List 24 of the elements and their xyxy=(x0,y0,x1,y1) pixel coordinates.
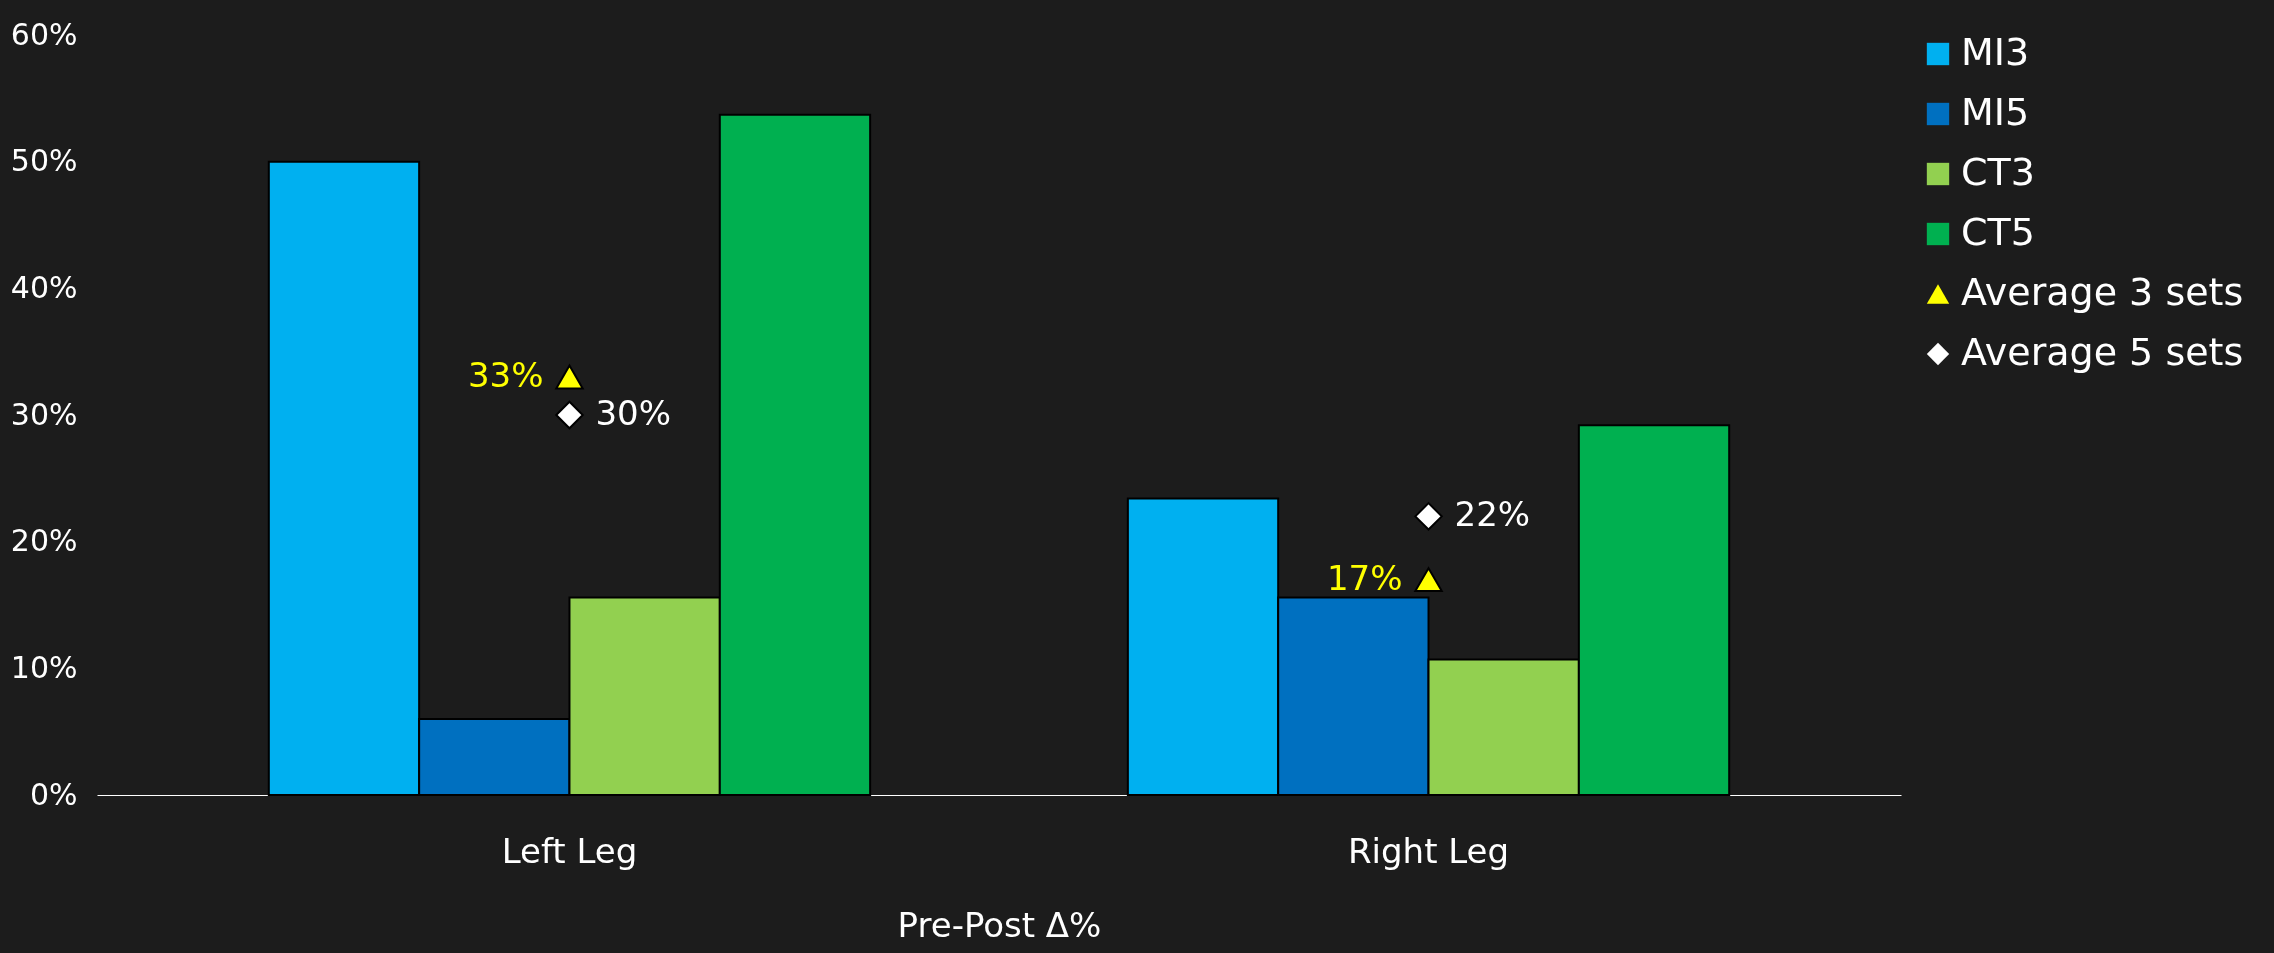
y-tick-label: 60% xyxy=(10,16,78,52)
legend-label: MI5 xyxy=(1961,90,2030,134)
data-label: 30% xyxy=(595,393,672,433)
y-tick-label: 10% xyxy=(10,649,78,685)
legend-label: Average 5 sets xyxy=(1961,330,2244,374)
x-tick-label: Right Leg xyxy=(1347,830,1510,871)
point xyxy=(1414,567,1443,593)
y-tick-label: 30% xyxy=(10,396,78,432)
x-tick-label: Left Leg xyxy=(501,830,638,871)
legend-label: CT5 xyxy=(1961,210,2035,254)
data-label: 33% xyxy=(467,355,544,395)
point xyxy=(555,364,584,390)
data-label: 17% xyxy=(1326,557,1403,598)
y-tick-label: 50% xyxy=(10,143,78,179)
legend-label: MI3 xyxy=(1961,30,2030,74)
data-label: 22% xyxy=(1454,494,1531,535)
legend-label: CT3 xyxy=(1961,150,2035,194)
x-axis-title: Pre-Post Δ% xyxy=(897,904,1102,945)
legend-label: Average 3 sets xyxy=(1961,270,2244,314)
point xyxy=(1414,502,1443,531)
y-tick-label: 40% xyxy=(10,269,78,305)
point xyxy=(555,400,584,430)
y-tick-label: 0% xyxy=(29,776,78,812)
y-tick-label: 20% xyxy=(10,523,78,559)
